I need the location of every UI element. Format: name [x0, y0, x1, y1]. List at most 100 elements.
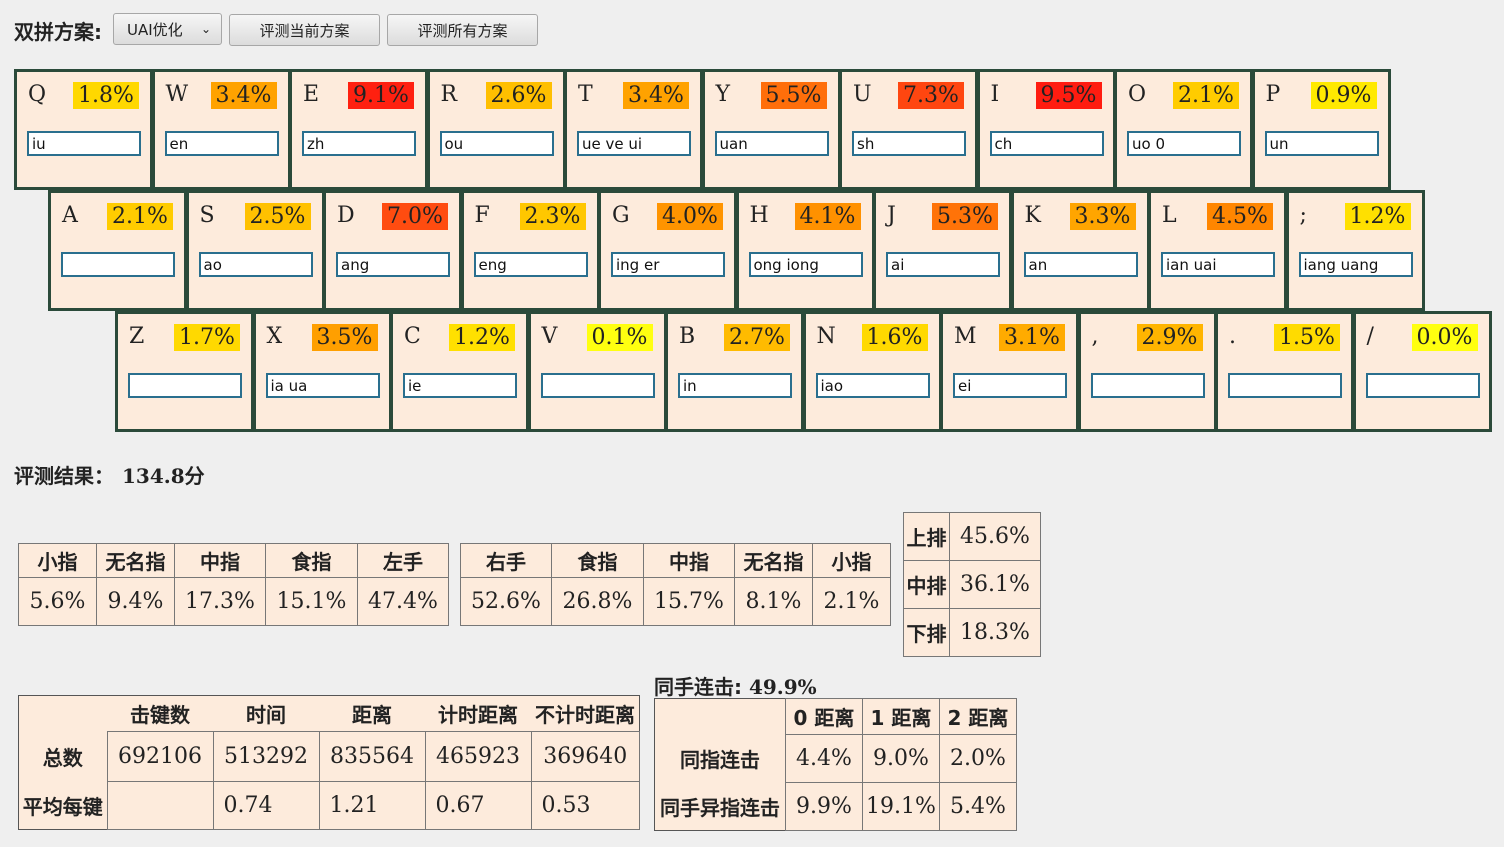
- key-cap: S 2.5% ao: [185, 190, 325, 311]
- key-mapping-input[interactable]: uan: [714, 131, 829, 156]
- key-mapping-input[interactable]: iang uang: [1298, 252, 1413, 277]
- key-frequency: 3.4%: [210, 82, 277, 109]
- key-mapping-input[interactable]: ue ve ui: [577, 131, 691, 156]
- hand-value: 52.6%: [460, 577, 552, 626]
- key-mapping-input[interactable]: an: [1023, 252, 1138, 277]
- same-hand-cell: 5.4%: [939, 782, 1017, 831]
- key-cap: T 3.4% ue ve ui: [564, 69, 703, 190]
- key-letter: V: [541, 324, 558, 349]
- result-score: 134.8分: [122, 464, 205, 488]
- key-frequency: 1.8%: [73, 82, 139, 109]
- key-mapping-input[interactable]: ong iong: [748, 252, 863, 277]
- evaluate-current-button[interactable]: 评测当前方案: [229, 14, 380, 46]
- key-frequency: 5.5%: [760, 82, 827, 109]
- key-mapping-input[interactable]: [1365, 373, 1480, 398]
- totals-header: 击键数: [130, 703, 190, 727]
- key-mapping-input[interactable]: ia ua: [265, 373, 380, 398]
- key-cap: J 5.3% ai: [873, 190, 1012, 311]
- result-summary: 评测结果： 134.8分: [14, 460, 205, 489]
- same-hand-summary: 同手连击: 49.9%: [654, 671, 817, 700]
- key-frequency: 3.3%: [1069, 203, 1136, 230]
- finger-value: 15.1%: [265, 577, 358, 626]
- key-letter: F: [474, 203, 490, 228]
- finger-value: 2.1%: [812, 577, 891, 626]
- finger-value: 8.1%: [734, 577, 813, 626]
- key-mapping-input[interactable]: ie: [403, 373, 517, 398]
- totals-cell: 0.53: [530, 781, 640, 830]
- key-cap: E 9.1% zh: [289, 69, 428, 190]
- key-letter: K: [1024, 203, 1041, 228]
- finger-value: 15.7%: [643, 577, 735, 626]
- key-mapping-input[interactable]: ei: [953, 373, 1067, 398]
- row-label-top: 上排: [903, 512, 950, 561]
- finger-value: 5.6%: [18, 577, 97, 626]
- key-mapping-input[interactable]: iao: [815, 373, 930, 398]
- key-cap: ; 1.2% iang uang: [1285, 190, 1425, 311]
- key-mapping-input[interactable]: iu: [27, 131, 141, 156]
- chevron-down-icon: ⌄: [200, 22, 211, 36]
- key-mapping-input[interactable]: in: [678, 373, 792, 398]
- key-letter: Q: [28, 82, 47, 107]
- key-cap: G 4.0% ing er: [598, 190, 737, 311]
- key-cap: F 2.3% eng: [460, 190, 600, 311]
- key-cap: , 2.9%: [1077, 311, 1217, 432]
- key-letter: L: [1162, 203, 1177, 228]
- key-frequency: 2.9%: [1136, 324, 1203, 351]
- key-letter: M: [954, 324, 977, 349]
- key-letter: .: [1229, 324, 1236, 349]
- totals-cell: 513292: [212, 731, 320, 782]
- same-hand-streak-table: 0 距离 1 距离 2 距离 同指连击 4.4% 9.0% 2.0% 同手异指连…: [654, 698, 1017, 831]
- key-mapping-input[interactable]: [1090, 373, 1205, 398]
- row-label-middle: 中排: [903, 560, 950, 609]
- same-finger-label: 同指连击: [680, 748, 760, 772]
- key-mapping-input[interactable]: [61, 252, 175, 277]
- key-mapping-input[interactable]: en: [164, 131, 279, 156]
- key-cap: N 1.6% iao: [802, 311, 942, 432]
- left-hand-finger-table: 小指 无名指 中指 食指 左手 5.6% 9.4% 17.3% 15.1% 47…: [18, 543, 449, 626]
- row-label-bottom: 下排: [903, 608, 950, 657]
- key-cap: D 7.0% ang: [323, 190, 462, 311]
- key-letter: C: [404, 324, 421, 349]
- totals-row-label: 总数: [42, 746, 83, 770]
- key-mapping-input[interactable]: eng: [473, 252, 588, 277]
- key-mapping-input[interactable]: ou: [439, 131, 554, 156]
- distance-header: 2 距离: [939, 698, 1017, 735]
- totals-cell: 369640: [530, 731, 640, 782]
- totals-header: 不计时距离: [535, 703, 635, 727]
- finger-header: 食指: [265, 543, 358, 578]
- key-letter: X: [266, 324, 283, 349]
- key-cap: Y 5.5% uan: [701, 69, 841, 190]
- key-mapping-input[interactable]: ao: [198, 252, 313, 277]
- key-mapping-input[interactable]: uo 0: [1127, 131, 1241, 156]
- key-letter: Y: [715, 82, 731, 107]
- evaluate-all-button[interactable]: 评测所有方案: [387, 14, 538, 46]
- key-mapping-input[interactable]: [1228, 373, 1342, 398]
- key-mapping-input[interactable]: zh: [302, 131, 416, 156]
- totals-header: 时间: [246, 703, 286, 727]
- key-cap: Z 1.7%: [115, 311, 254, 432]
- key-frequency: 5.3%: [932, 203, 998, 230]
- key-mapping-input[interactable]: ch: [989, 131, 1104, 156]
- scheme-select[interactable]: UAI优化 ⌄: [113, 13, 222, 45]
- key-letter: N: [816, 324, 836, 349]
- key-mapping-input[interactable]: [128, 373, 242, 398]
- key-mapping-input[interactable]: ai: [886, 252, 1000, 277]
- key-mapping-input[interactable]: un: [1264, 131, 1379, 156]
- key-mapping-input[interactable]: sh: [852, 131, 966, 156]
- totals-cell: 1.21: [318, 781, 426, 830]
- right-hand-finger-table: 右手 食指 中指 无名指 小指 52.6% 26.8% 15.7% 8.1% 2…: [460, 543, 891, 626]
- key-cap: . 1.5%: [1215, 311, 1354, 432]
- key-cap: M 3.1% ei: [940, 311, 1079, 432]
- key-letter: R: [440, 82, 458, 107]
- different-finger-label: 同手异指连击: [660, 795, 780, 820]
- row-value-middle: 36.1%: [949, 560, 1041, 609]
- hand-header: 右手: [460, 543, 552, 578]
- finger-header: 无名指: [734, 543, 813, 578]
- key-mapping-input[interactable]: [540, 373, 655, 398]
- key-mapping-input[interactable]: ang: [336, 252, 450, 277]
- key-frequency: 3.1%: [999, 324, 1065, 351]
- key-mapping-input[interactable]: ian uai: [1161, 252, 1275, 277]
- key-mapping-input[interactable]: ing er: [611, 252, 725, 277]
- scheme-select-value: UAI优化: [127, 20, 183, 39]
- key-frequency: 4.0%: [657, 203, 723, 230]
